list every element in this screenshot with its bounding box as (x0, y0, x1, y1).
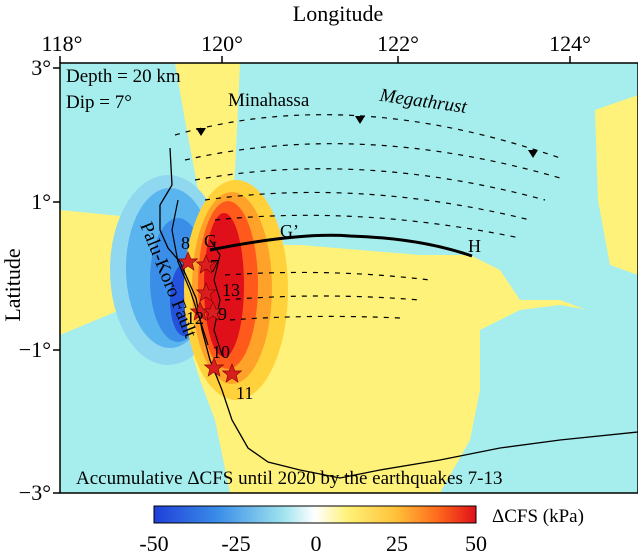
earthquake-star-9 (202, 301, 224, 321)
earthquake-label-11: 11 (236, 383, 253, 403)
dip-label: Dip = 7° (66, 92, 132, 113)
palu-koro-fault-trace (171, 199, 209, 346)
coastline-inner (209, 239, 223, 356)
earthquake-star-13 (195, 282, 217, 302)
earthquake-label-10: 10 (212, 342, 230, 362)
colorbar-tick-50: 50 (465, 531, 487, 556)
earthquake-star-11 (221, 363, 243, 383)
x-tick-122: 122° (377, 31, 419, 56)
earthquake-epicenters (177, 251, 243, 383)
colorbar-tick-minus25: -25 (221, 531, 250, 556)
y-tick-3: 3° (31, 55, 51, 80)
y-axis-title: Latitude (0, 248, 25, 321)
y-tick-minus3: −3° (19, 480, 51, 505)
negative-lobe-northeast (230, 63, 638, 315)
depth-label: Depth = 20 km (66, 66, 181, 87)
x-tick-118: 118° (42, 31, 83, 56)
colorbar-label: ΔCFS (kPa) (492, 506, 584, 527)
coastline (159, 147, 638, 479)
minahassa-label: Minahassa (228, 90, 310, 111)
earthquake-label-8: 8 (181, 233, 190, 253)
colorbar (153, 505, 477, 524)
earthquake-star-8 (177, 251, 199, 271)
y-tick-1: 1° (31, 189, 51, 214)
map-caption: Accumulative ΔCFS until 2020 by the eart… (76, 468, 502, 489)
earthquake-label-9: 9 (218, 304, 227, 324)
x-tick-124: 124° (549, 31, 591, 56)
negative-lobe-southeast (440, 305, 638, 493)
colorbar-tick-minus50: -50 (139, 531, 168, 556)
earthquake-star-10 (203, 357, 225, 377)
tick-marks (53, 56, 571, 494)
megathrust-depth-contours (174, 114, 561, 321)
profile-g-prime-label: G’ (280, 221, 299, 241)
negative-lobe-east-yellow-patch (595, 95, 638, 275)
megathrust-arrows (196, 116, 538, 158)
map-frame (59, 62, 638, 494)
x-tick-120: 120° (201, 31, 243, 56)
cfs-field (60, 63, 638, 493)
colorbar-tick-25: 25 (386, 531, 408, 556)
earthquake-label-13: 13 (222, 280, 240, 300)
profile-g-label: G (204, 231, 217, 251)
y-tick-minus1: −1° (19, 337, 51, 362)
x-axis-title: Longitude (293, 1, 383, 26)
profile-h-label: H (468, 236, 481, 256)
colorbar-tick-0: 0 (311, 531, 322, 556)
earthquake-label-7: 7 (210, 256, 219, 276)
negative-lobe-west (60, 63, 120, 120)
earthquake-star-7 (195, 254, 217, 274)
earthquake-label-12: 12 (186, 308, 204, 328)
profile-line-g-h (209, 233, 473, 258)
